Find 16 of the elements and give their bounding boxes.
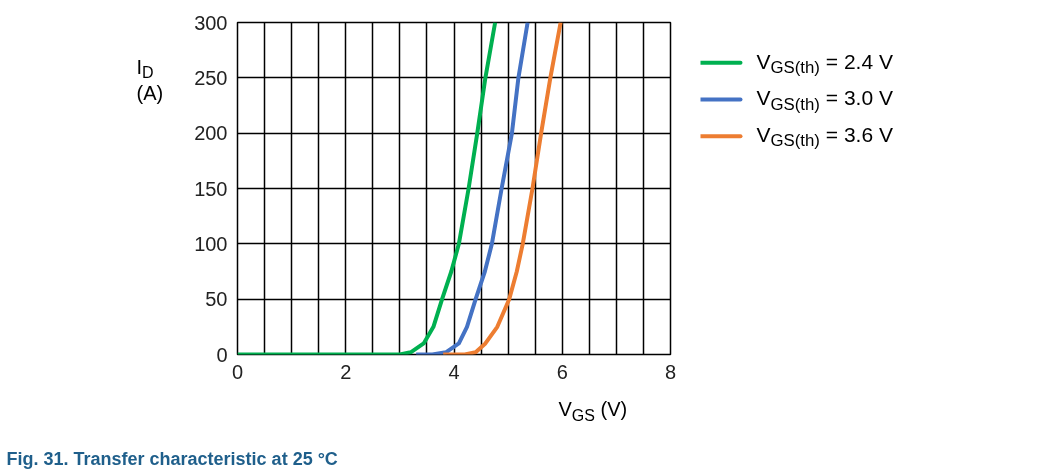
x-tick-label: 2 bbox=[340, 360, 352, 383]
x-tick-label: 0 bbox=[231, 360, 244, 383]
y-tick-label: 300 bbox=[194, 11, 228, 34]
x-tick-label: 8 bbox=[664, 360, 677, 383]
y-tick-label: 0 bbox=[216, 343, 228, 366]
x-tick-label: 4 bbox=[448, 360, 460, 383]
text: Fig. 31. Transfer characteristic at 25 °C bbox=[6, 448, 338, 469]
y-tick-label: 250 bbox=[194, 66, 228, 89]
y-tick-label: 100 bbox=[194, 232, 228, 255]
y-tick-label: 50 bbox=[205, 288, 228, 311]
y-tick-label: 200 bbox=[194, 122, 228, 145]
line-series bbox=[237, 22, 498, 355]
line-series bbox=[414, 22, 530, 355]
line-series bbox=[441, 22, 563, 355]
x-tick-label: 6 bbox=[556, 360, 568, 383]
y-tick-label: 150 bbox=[194, 177, 228, 200]
